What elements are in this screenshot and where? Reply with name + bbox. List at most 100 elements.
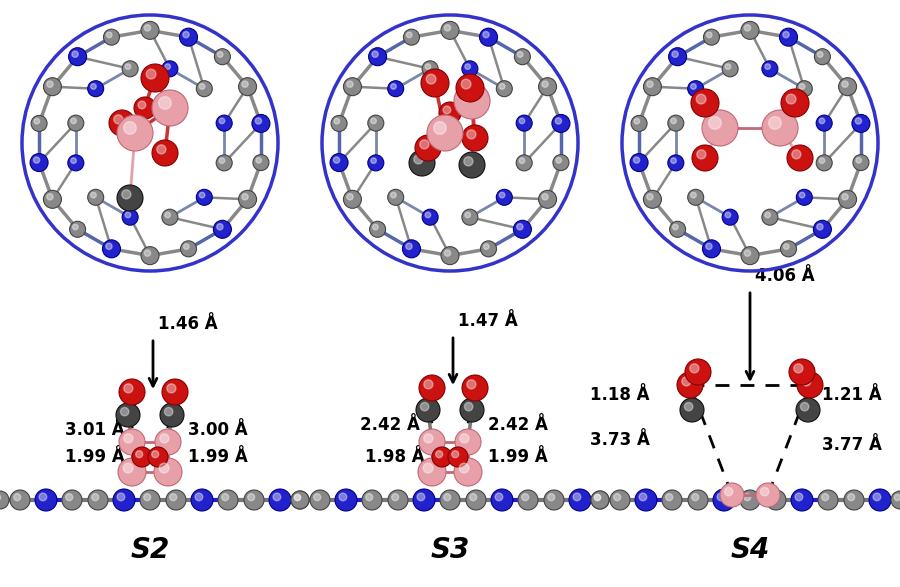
- Circle shape: [199, 84, 205, 89]
- Circle shape: [538, 77, 556, 96]
- Circle shape: [685, 359, 711, 385]
- Circle shape: [797, 372, 823, 398]
- Circle shape: [513, 220, 531, 238]
- Circle shape: [720, 483, 744, 507]
- Circle shape: [591, 491, 609, 509]
- Circle shape: [144, 250, 150, 257]
- Circle shape: [462, 375, 488, 401]
- Circle shape: [724, 487, 733, 496]
- Circle shape: [160, 403, 184, 427]
- Circle shape: [35, 489, 57, 511]
- Circle shape: [34, 119, 40, 124]
- Circle shape: [414, 155, 423, 164]
- Circle shape: [362, 490, 382, 510]
- Circle shape: [708, 117, 721, 129]
- Circle shape: [895, 494, 900, 501]
- Circle shape: [744, 25, 751, 31]
- Circle shape: [91, 84, 96, 89]
- Circle shape: [0, 491, 9, 509]
- Circle shape: [688, 80, 704, 97]
- Circle shape: [464, 212, 471, 218]
- Circle shape: [783, 32, 789, 38]
- Circle shape: [672, 224, 679, 230]
- Circle shape: [334, 119, 339, 124]
- Circle shape: [159, 463, 169, 473]
- Circle shape: [697, 150, 706, 159]
- Circle shape: [569, 489, 591, 511]
- Circle shape: [799, 193, 805, 198]
- Circle shape: [462, 61, 478, 77]
- Circle shape: [91, 193, 96, 198]
- Circle shape: [152, 451, 158, 458]
- Circle shape: [402, 240, 420, 258]
- Circle shape: [371, 118, 376, 124]
- Circle shape: [496, 189, 512, 205]
- Circle shape: [725, 212, 731, 218]
- Circle shape: [116, 403, 140, 427]
- Text: 1.18 Å: 1.18 Å: [590, 386, 650, 404]
- Circle shape: [538, 190, 556, 208]
- Circle shape: [573, 493, 580, 501]
- Circle shape: [422, 209, 438, 225]
- Circle shape: [370, 221, 385, 237]
- Circle shape: [690, 193, 697, 198]
- Circle shape: [92, 494, 99, 501]
- Circle shape: [242, 194, 248, 200]
- Circle shape: [365, 494, 373, 501]
- Circle shape: [722, 209, 738, 225]
- Circle shape: [670, 118, 677, 124]
- Circle shape: [32, 116, 47, 131]
- Circle shape: [542, 194, 548, 200]
- Text: 1.99 Å: 1.99 Å: [488, 448, 548, 466]
- Circle shape: [780, 241, 796, 257]
- Circle shape: [122, 190, 130, 199]
- Circle shape: [314, 494, 320, 501]
- Circle shape: [14, 494, 21, 501]
- Circle shape: [294, 494, 301, 501]
- Circle shape: [344, 190, 362, 208]
- Text: 1.99 Å: 1.99 Å: [65, 448, 125, 466]
- Circle shape: [680, 398, 704, 422]
- Circle shape: [170, 494, 176, 501]
- Circle shape: [388, 189, 404, 205]
- Circle shape: [614, 494, 621, 501]
- Circle shape: [544, 490, 564, 510]
- Circle shape: [144, 25, 150, 31]
- Circle shape: [459, 152, 485, 178]
- Circle shape: [422, 61, 438, 77]
- Circle shape: [216, 155, 232, 171]
- Circle shape: [346, 194, 353, 200]
- Circle shape: [741, 247, 759, 265]
- Circle shape: [784, 244, 789, 249]
- Circle shape: [869, 489, 891, 511]
- Circle shape: [134, 97, 156, 119]
- Circle shape: [542, 81, 548, 87]
- Circle shape: [822, 494, 829, 501]
- Circle shape: [891, 491, 900, 509]
- Circle shape: [496, 80, 512, 97]
- Circle shape: [781, 89, 809, 117]
- Circle shape: [500, 193, 505, 198]
- Circle shape: [630, 154, 648, 171]
- Circle shape: [672, 51, 679, 58]
- Circle shape: [556, 157, 562, 163]
- Text: S3: S3: [430, 536, 470, 564]
- Circle shape: [427, 74, 436, 84]
- Circle shape: [594, 494, 600, 501]
- Circle shape: [818, 490, 838, 510]
- Circle shape: [461, 79, 471, 89]
- Circle shape: [103, 240, 121, 258]
- Circle shape: [591, 491, 609, 509]
- Circle shape: [706, 243, 712, 249]
- Circle shape: [418, 458, 446, 486]
- Circle shape: [141, 247, 159, 265]
- Circle shape: [464, 64, 471, 69]
- Circle shape: [138, 101, 146, 109]
- Circle shape: [795, 493, 803, 501]
- Circle shape: [555, 118, 562, 124]
- Circle shape: [819, 158, 824, 163]
- Circle shape: [196, 80, 212, 97]
- Circle shape: [690, 84, 697, 89]
- Circle shape: [419, 140, 429, 149]
- Circle shape: [409, 150, 435, 176]
